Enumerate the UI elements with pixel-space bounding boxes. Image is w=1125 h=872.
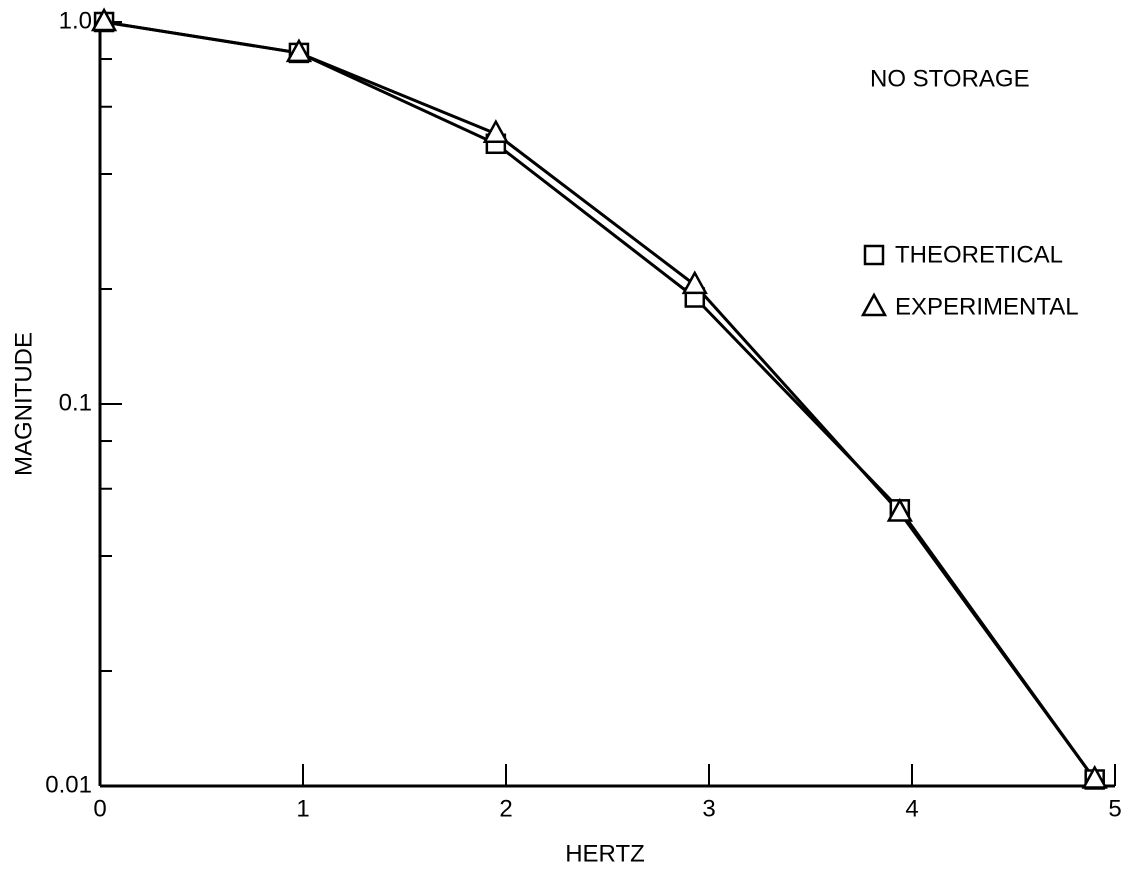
x-tick-label: 1: [296, 795, 309, 822]
x-tick-label: 2: [499, 795, 512, 822]
x-tick-label: 0: [93, 795, 106, 822]
triangle-marker: [482, 119, 509, 143]
y-tick-label: 0.1: [59, 389, 92, 416]
x-tick-label: 4: [905, 795, 918, 822]
x-tick-label: 5: [1108, 795, 1121, 822]
triangle-marker: [90, 7, 118, 32]
x-tick-label: 3: [702, 795, 715, 822]
y-tick-label: 0.01: [45, 771, 92, 798]
legend-marker: [863, 244, 885, 266]
y-axis-title: MAGNITUDE: [10, 332, 37, 476]
series-line: [103, 20, 1096, 781]
triangle-marker: [285, 38, 313, 63]
legend-label: THEORETICAL: [895, 241, 1063, 268]
triangle-marker: [886, 497, 913, 522]
annotation: NO STORAGE: [870, 65, 1030, 92]
triangle-marker: [1081, 764, 1108, 789]
x-axis-title: HERTZ: [565, 840, 645, 867]
legend-label: EXPERIMENTAL: [895, 293, 1079, 320]
y-tick-label: 1.0: [59, 7, 92, 34]
triangle-marker: [681, 270, 708, 295]
series-line: [103, 20, 1096, 781]
legend-marker: [860, 292, 888, 317]
